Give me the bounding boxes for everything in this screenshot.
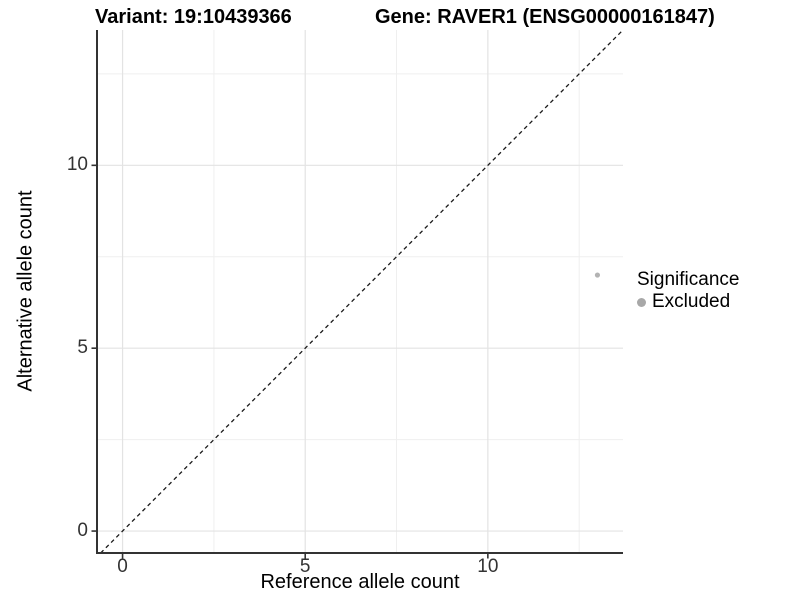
x-axis-title: Reference allele count xyxy=(260,571,460,593)
data-point xyxy=(594,272,601,278)
variant-title: Variant: 19:10439366 xyxy=(95,6,292,28)
x-tick-label: 0 xyxy=(117,556,128,577)
gene-title: Gene: RAVER1 (ENSG00000161847) xyxy=(375,6,715,28)
x-tick-label: 5 xyxy=(299,556,311,577)
y-axis-title: Alternative allele count xyxy=(14,190,37,392)
legend-title: Significance xyxy=(637,269,740,290)
x-tick-label: 10 xyxy=(477,556,499,577)
legend: Significance Excluded xyxy=(637,269,739,313)
y-tick-label: 5 xyxy=(77,337,88,359)
legend-item-label: Excluded xyxy=(652,291,731,312)
excluded-point-icon xyxy=(637,297,646,307)
identity-line xyxy=(100,29,624,554)
legend-item-excluded: Excluded xyxy=(637,291,739,313)
y-tick-label: 0 xyxy=(77,520,88,542)
y-tick-label: 10 xyxy=(66,154,88,176)
